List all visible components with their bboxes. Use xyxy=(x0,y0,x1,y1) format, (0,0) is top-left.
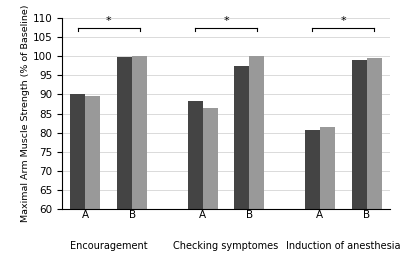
Bar xyxy=(188,101,202,261)
Text: *: * xyxy=(223,16,229,26)
Bar xyxy=(352,60,366,261)
Bar xyxy=(132,56,147,261)
Y-axis label: Maximal Arm Muscle Strength (% of Baseline): Maximal Arm Muscle Strength (% of Baseli… xyxy=(21,5,30,222)
Bar xyxy=(250,56,264,261)
Text: *: * xyxy=(106,16,112,26)
Bar xyxy=(117,57,132,261)
Bar xyxy=(366,57,382,261)
Text: Encouragement: Encouragement xyxy=(70,241,148,251)
Bar xyxy=(320,127,335,261)
Bar xyxy=(234,66,250,261)
Bar xyxy=(70,94,86,261)
Bar xyxy=(305,130,320,261)
Text: *: * xyxy=(340,16,346,26)
Bar xyxy=(202,108,218,261)
Text: Induction of anesthesia: Induction of anesthesia xyxy=(286,241,400,251)
Bar xyxy=(86,96,100,261)
Text: Checking symptomes: Checking symptomes xyxy=(173,241,279,251)
